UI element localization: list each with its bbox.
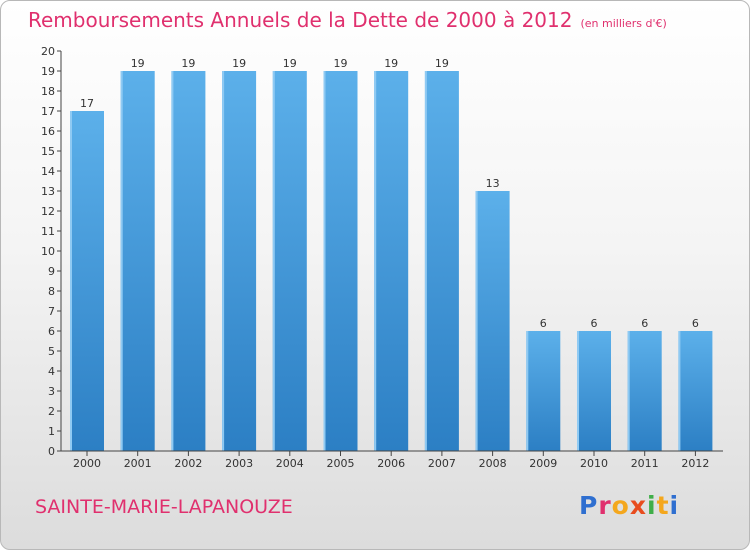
bar (171, 71, 206, 451)
bar-highlight (374, 71, 377, 451)
bar-highlight (222, 71, 225, 451)
x-tick-label: 2009 (529, 457, 557, 470)
bar-value-label: 19 (334, 57, 348, 70)
y-tick-label: 0 (48, 445, 55, 458)
bar (323, 71, 358, 451)
logo-letter: i (669, 491, 680, 520)
bars-layer: 17 19 19 19 19 19 19 19 13 6 6 6 6 (70, 57, 713, 451)
bar-value-label: 6 (692, 317, 699, 330)
x-tick-label: 2007 (428, 457, 456, 470)
bar (526, 331, 561, 451)
y-tick-label: 16 (41, 125, 55, 138)
bar-highlight (577, 331, 579, 451)
bar (678, 331, 713, 451)
bar (70, 111, 104, 451)
x-tick-label: 2002 (174, 457, 202, 470)
x-tick-label: 2005 (327, 457, 355, 470)
y-tick-label: 15 (41, 145, 55, 158)
y-tick-label: 7 (48, 305, 55, 318)
y-tick-label: 5 (48, 345, 55, 358)
y-tick-label: 9 (48, 265, 55, 278)
y-tick-label: 18 (41, 85, 55, 98)
chart-unit: (en milliers d'€) (580, 17, 667, 30)
bar (272, 71, 307, 451)
bar (475, 191, 510, 451)
proxiti-logo: Proxiti (579, 491, 679, 520)
bar-highlight (526, 331, 529, 451)
x-tick-label: 2003 (225, 457, 253, 470)
x-tick-label: 2011 (631, 457, 659, 470)
x-tick-label: 2006 (377, 457, 405, 470)
x-tick-label: 2012 (681, 457, 709, 470)
bar-value-label: 19 (131, 57, 145, 70)
y-tick-label: 4 (48, 365, 55, 378)
bar-highlight (272, 71, 275, 451)
y-tick-label: 1 (48, 425, 55, 438)
bar-highlight (171, 71, 174, 451)
logo-letter: t (656, 491, 670, 520)
bar (424, 71, 459, 451)
y-tick-label: 12 (41, 205, 55, 218)
logo-letter: x (629, 491, 647, 520)
bar-value-label: 19 (384, 57, 398, 70)
logo-letter: r (598, 491, 612, 520)
bar (577, 331, 611, 451)
logo-letter: i (647, 491, 657, 520)
commune-name: SAINTE-MARIE-LAPANOUZE (35, 496, 293, 518)
logo-letter: P (579, 491, 599, 520)
y-tick-label: 13 (41, 185, 55, 198)
bar-highlight (70, 111, 72, 451)
chart-title-text: Remboursements Annuels de la Dette de 20… (28, 8, 573, 32)
bar-value-label: 19 (435, 57, 449, 70)
bar (120, 71, 155, 451)
bar (627, 331, 662, 451)
y-tick-label: 19 (41, 65, 55, 78)
logo-letter: o (611, 491, 630, 520)
axis-layer: 2000 2001 2002 2003 2004 2005 2006 2007 2008 2009… (41, 45, 723, 470)
bar-value-label: 6 (591, 317, 598, 330)
x-tick-label: 2001 (124, 457, 152, 470)
bar-highlight (475, 191, 478, 451)
y-tick-label: 3 (48, 385, 55, 398)
y-tick-label: 17 (41, 105, 55, 118)
bar-value-label: 6 (540, 317, 547, 330)
y-tick-label: 8 (48, 285, 55, 298)
y-tick-label: 6 (48, 325, 55, 338)
x-tick-label: 2004 (276, 457, 304, 470)
bar-highlight (424, 71, 427, 451)
y-tick-label: 11 (41, 225, 55, 238)
x-tick-label: 2000 (73, 457, 101, 470)
x-tick-label: 2008 (479, 457, 507, 470)
bar-highlight (627, 331, 630, 451)
x-tick-label: 2010 (580, 457, 608, 470)
bar (222, 71, 257, 451)
bar-highlight (323, 71, 326, 451)
bar (374, 71, 409, 451)
bar-highlight (120, 71, 123, 451)
bar-highlight (678, 331, 681, 451)
chart-title: Remboursements Annuels de la Dette de 20… (28, 8, 667, 32)
bar-value-label: 6 (641, 317, 648, 330)
bar-value-label: 19 (232, 57, 246, 70)
bar-value-label: 19 (283, 57, 297, 70)
bar-value-label: 13 (486, 177, 500, 190)
bar-value-label: 19 (181, 57, 195, 70)
y-tick-label: 10 (41, 245, 55, 258)
bar-value-label: 17 (80, 97, 94, 110)
y-tick-label: 20 (41, 45, 55, 58)
y-tick-label: 2 (48, 405, 55, 418)
y-tick-label: 14 (41, 165, 55, 178)
